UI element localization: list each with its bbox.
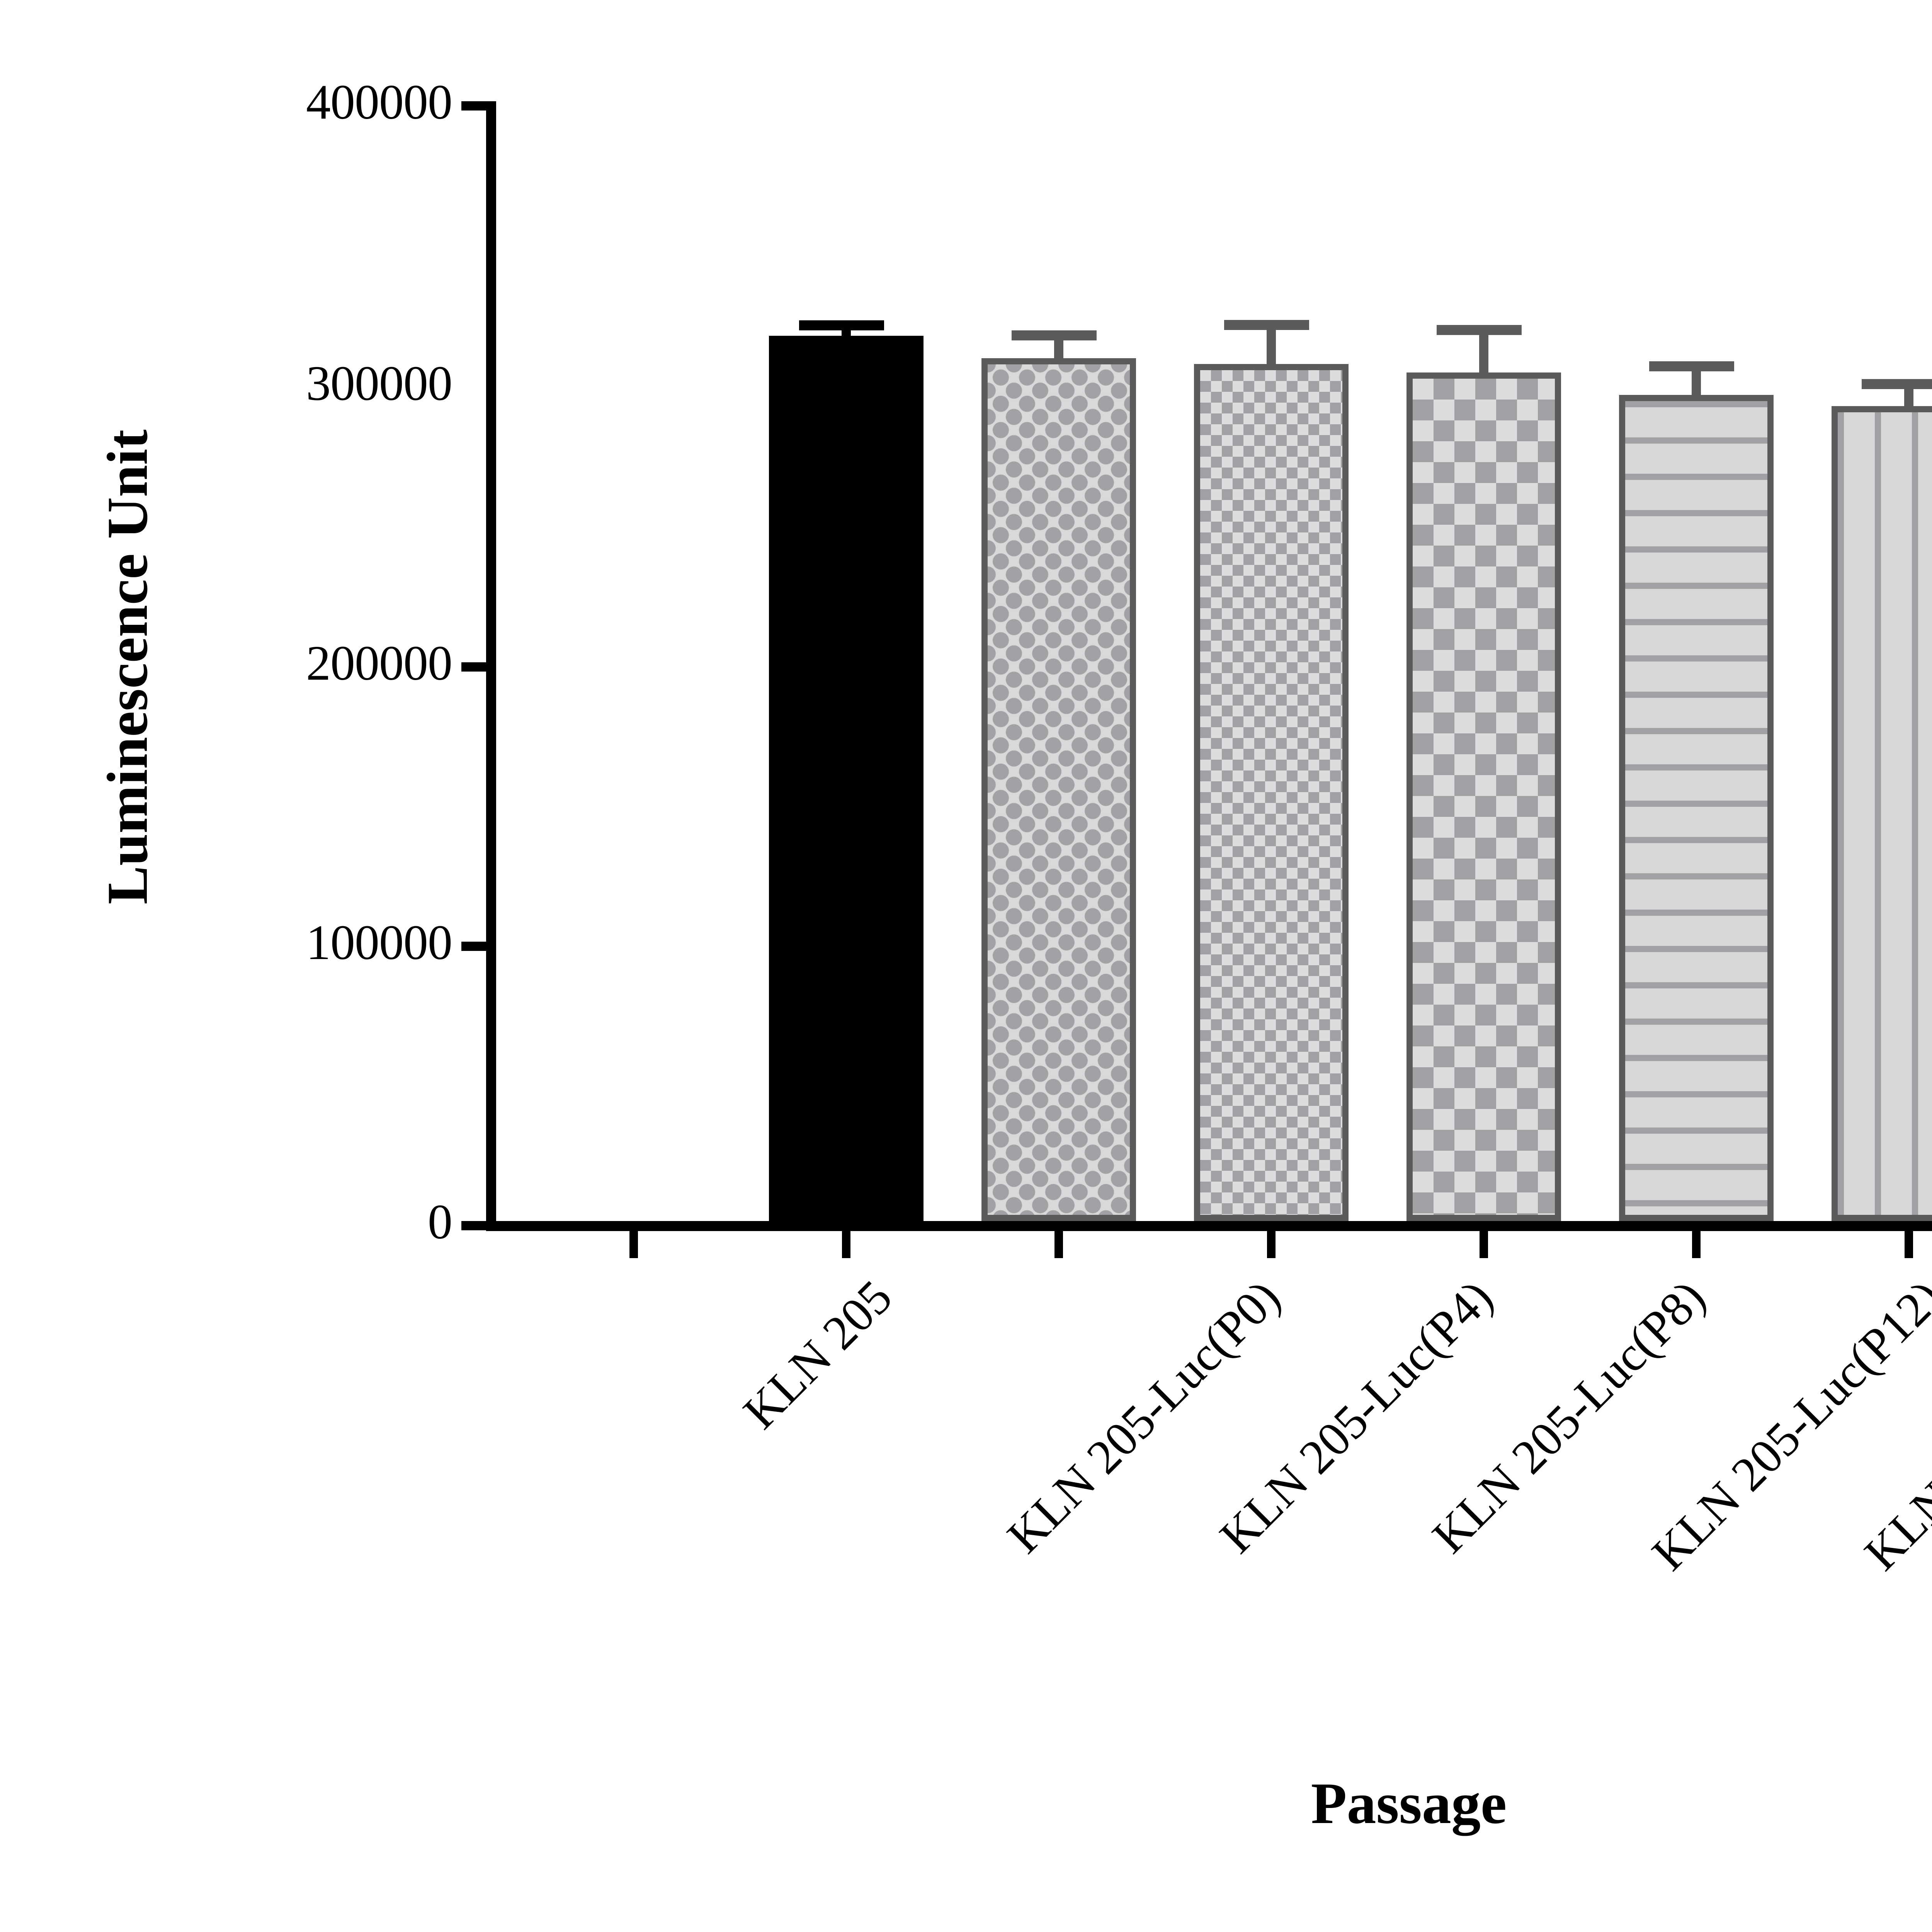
x-axis-tick-0 (629, 1231, 638, 1258)
y-axis-line (486, 101, 496, 1230)
x-axis-tick-1 (842, 1231, 850, 1258)
y-axis-tick-400000 (461, 101, 486, 111)
y-axis-tick-0 (461, 1221, 486, 1230)
y-axis-tick-label-200000: 200000 (306, 636, 452, 690)
bar-kln-205-luc-p8[interactable] (1194, 364, 1349, 1221)
x-axis-tick-6 (1905, 1231, 1913, 1258)
y-axis-tick-200000 (461, 662, 486, 672)
error-bar-cap-p4 (1012, 330, 1097, 340)
x-axis-tick-5 (1692, 1231, 1701, 1258)
bar-kln-205-luc-p20[interactable] (1832, 406, 1932, 1221)
x-axis-tick-4 (1480, 1231, 1488, 1258)
y-axis-title: Luminescence Unit (95, 429, 160, 905)
y-axis-tick-label-100000: 100000 (306, 915, 452, 970)
y-axis-tick-label-400000: 400000 (306, 75, 452, 129)
bar-kln-205-luc-p12[interactable] (1406, 372, 1561, 1221)
error-bar-cap-p0 (799, 320, 884, 330)
error-bar-cap-p16 (1649, 361, 1734, 371)
x-axis-tick-3 (1267, 1231, 1276, 1258)
x-axis-label-kln-205: KLN 205 (733, 1270, 902, 1439)
x-axis-tick-2 (1054, 1231, 1063, 1258)
y-axis-tick-100000 (461, 942, 486, 951)
bar-kln-205-luc-p16[interactable] (1619, 395, 1774, 1221)
error-bar-cap-p8 (1224, 320, 1309, 330)
bar-kln-205-luc-p4[interactable] (981, 358, 1136, 1221)
error-bar-cap-p12 (1437, 325, 1522, 335)
y-axis-tick-label-0: 0 (428, 1194, 452, 1249)
error-bar-cap-p20 (1862, 379, 1932, 389)
bar-kln-205-luc-p0[interactable] (769, 336, 923, 1221)
y-axis-tick-label-300000: 300000 (306, 356, 452, 411)
x-axis-line (486, 1221, 1932, 1231)
x-axis-title: Passage (1311, 1771, 1507, 1836)
